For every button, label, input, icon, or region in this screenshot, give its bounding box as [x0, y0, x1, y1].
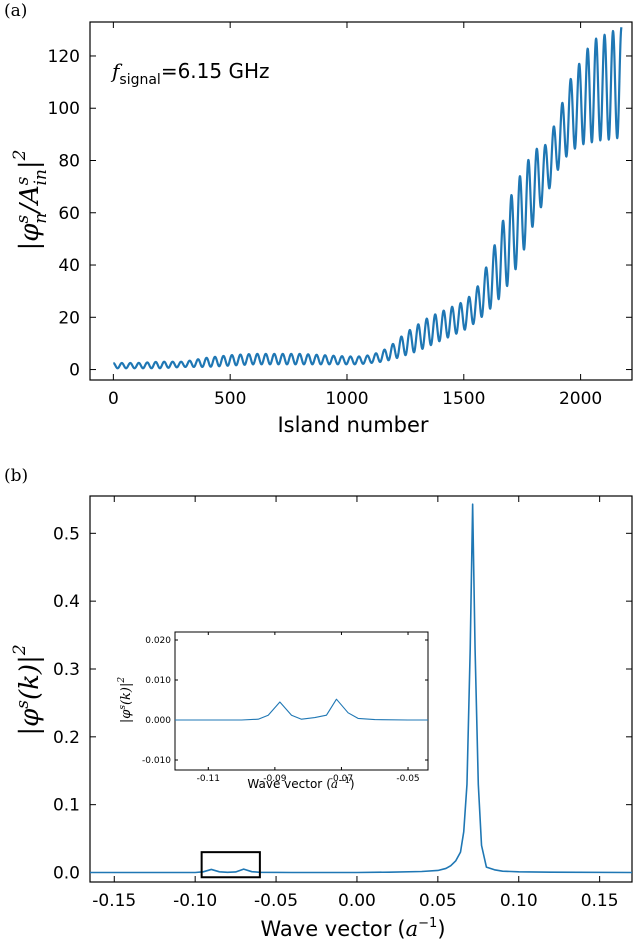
highlight-box	[200, 851, 261, 879]
b-xtick-label: 0.00	[338, 891, 376, 911]
xlab-b-text: Wave vector	[260, 917, 391, 941]
b-xtick-label: 0.05	[419, 891, 457, 911]
series-b	[90, 503, 633, 874]
xlab-b-open: (	[397, 917, 405, 941]
ylab-b-pow: 2	[10, 644, 30, 656]
inset-xtick-label: -0.09	[263, 774, 287, 784]
ylab-b-sup: s	[13, 700, 33, 709]
x-axis-label-b: Wave vector (a−1)	[260, 916, 445, 941]
a-ytick-label: 40	[58, 256, 80, 276]
b-xtick-label: 0.15	[581, 891, 619, 911]
axis-ticks-b: -0.15 -0.10 -0.05 0.00 0.05 0.10 0.15 0.0 0.1 0.2…	[53, 496, 632, 911]
ylab-a-mid: /A	[15, 185, 45, 216]
a-ytick-label: 0	[69, 361, 80, 381]
a-ytick-label: 20	[58, 308, 80, 328]
inset: -0.11 -0.09 -0.07 -0.05 -0.010 0.000 0.010 0.02…	[117, 631, 429, 791]
b-ytick-label: 0.2	[53, 728, 80, 748]
plot-frame-a	[89, 21, 633, 381]
inset-x-axis-label: Wave vector (a−1)	[247, 776, 354, 791]
inset-series-line	[175, 698, 428, 721]
annotation-sub: signal	[119, 72, 160, 88]
inset-ylab-pow: 2	[117, 677, 127, 684]
series-a	[112, 26, 623, 370]
a-ytick-label: 100	[48, 99, 80, 119]
a-ytick-label: 80	[58, 151, 80, 171]
xlab-b-sup: −1	[418, 916, 437, 931]
b-ytick-label: 0.0	[53, 864, 80, 884]
inset-axis-ticks: -0.11 -0.09 -0.07 -0.05 -0.010 0.000 0.010 0.02…	[142, 632, 428, 784]
inset-ylab-mid: (k)|	[119, 683, 134, 705]
a-ytick-label: 120	[48, 47, 80, 67]
inset-ylab-sup: s	[118, 705, 128, 710]
inset-ytick-label: 0.000	[145, 716, 171, 726]
inset-xlab-sup: −1	[338, 776, 350, 785]
a-xtick-label: 0	[108, 389, 119, 409]
panel-label-b: (b)	[4, 466, 28, 486]
b-xtick-label: -0.15	[92, 891, 136, 911]
ylab-a-sup2: s	[13, 176, 33, 185]
inset-ylab-text: |φ	[119, 709, 134, 723]
b-xtick-label: -0.05	[254, 891, 298, 911]
a-xtick-label: 1000	[325, 389, 368, 409]
xlab-b-a: a	[406, 917, 419, 941]
panel-label-a: (a)	[4, 1, 27, 21]
a-xtick-label: 2000	[559, 389, 602, 409]
annotation-rest: =6.15 GHz	[161, 59, 270, 83]
inset-ytick-label: 0.020	[145, 636, 171, 646]
inset-ytick-label: -0.010	[142, 756, 171, 766]
panel-b: (b) -0.15 -0.10 -0.05 0.00 0.05 0.10 0.15 0.0 0.…	[4, 466, 633, 941]
b-ytick-label: 0.1	[53, 796, 80, 816]
zoom-region-box	[200, 851, 261, 879]
series-line-b	[90, 503, 633, 874]
ylab-a-sup: s	[13, 214, 33, 223]
series-line-a	[112, 26, 623, 370]
inset-xlab-close: )	[350, 777, 355, 791]
b-xtick-label: -0.10	[173, 891, 217, 911]
x-axis-label-a: Island number	[277, 413, 428, 437]
y-axis-label-b: |φs(k)|2	[10, 644, 45, 735]
inset-xtick-label: -0.11	[197, 774, 220, 784]
ylab-b-text: |φ	[15, 708, 45, 736]
ylab-a-sub2: in	[31, 169, 51, 185]
b-ytick-label: 0.3	[53, 660, 80, 680]
inset-xlab-a: a	[331, 777, 338, 791]
ylab-b-mid: (k)|	[15, 655, 45, 700]
inset-xtick-label: -0.05	[396, 774, 419, 784]
ylab-a-sub: n	[31, 213, 51, 224]
ylab-a-text: |φ	[15, 223, 45, 251]
panel-a: (a) 0 500 1000 1500 2000 0 20 40 60 80 100 120 fsig…	[4, 1, 633, 437]
inset-series	[175, 698, 428, 721]
ylab-a-end: |	[15, 160, 45, 169]
b-xtick-label: 0.10	[500, 891, 538, 911]
a-ytick-label: 60	[58, 204, 80, 224]
inset-ytick-label: 0.010	[145, 676, 171, 686]
a-xtick-label: 1500	[442, 389, 485, 409]
b-ytick-label: 0.4	[53, 592, 80, 612]
signal-frequency-annotation: fsignal=6.15 GHz	[110, 59, 270, 88]
b-ytick-label: 0.5	[53, 524, 80, 544]
ylab-a-pow: 2	[10, 150, 30, 162]
inset-xtick-label: -0.07	[330, 774, 353, 784]
plot-frame-b	[89, 495, 633, 883]
inset-frame	[174, 631, 429, 771]
y-axis-label-a: |φsn/Asin|2	[10, 150, 51, 251]
inset-xlab-text: Wave vector	[247, 777, 322, 791]
xlab-b-close: )	[437, 917, 445, 941]
axis-ticks-a: 0 500 1000 1500 2000 0 20 40 60 80 100 120	[48, 22, 632, 409]
inset-y-axis-label: |φs(k)|2	[117, 677, 134, 724]
a-xtick-label: 500	[214, 389, 246, 409]
inset-xlab-open: (	[326, 777, 331, 791]
